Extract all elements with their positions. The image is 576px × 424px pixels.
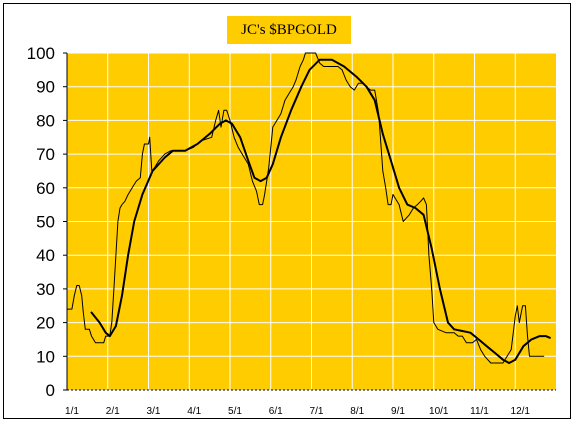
series-layer	[66, 52, 551, 364]
y-tick-label-30: 30	[36, 280, 55, 299]
x-tick-label-6: 7/1	[310, 406, 324, 417]
series-line-thin	[66, 52, 545, 364]
y-tick-label-10: 10	[36, 347, 55, 366]
x-tick-label-5: 6/1	[269, 406, 283, 417]
y-tick-label-60: 60	[36, 179, 55, 198]
x-tick-label-8: 9/1	[391, 406, 405, 417]
y-tick-label-0: 0	[46, 381, 55, 400]
y-tick-label-50: 50	[36, 213, 55, 232]
x-axis-ticks: 1/1 2/1 3/1 4/1 5/1 6/1 7/1 8/1 9/1 10/1 11/1 12/1	[65, 406, 530, 417]
gridlines	[67, 52, 556, 390]
x-tick-label-7: 8/1	[350, 406, 364, 417]
series-line-thick	[90, 58, 551, 364]
y-tick-label-90: 90	[36, 78, 55, 97]
chart-title: JC's $BPGOLD	[227, 16, 351, 44]
x-tick-label-4: 5/1	[228, 406, 242, 417]
x-tick-label-2: 3/1	[147, 406, 161, 417]
y-axis-ticks: 0 10 20 30 40 50 60 70 80 90 100	[27, 44, 67, 400]
y-tick-label-100: 100	[27, 44, 55, 63]
y-tick-label-70: 70	[36, 145, 55, 164]
x-tick-label-11: 12/1	[511, 406, 531, 417]
y-tick-label-20: 20	[36, 314, 55, 333]
y-tick-label-40: 40	[36, 246, 55, 265]
x-tick-label-9: 10/1	[429, 406, 449, 417]
x-tick-label-10: 11/1	[470, 406, 489, 417]
x-tick-label-0: 1/1	[65, 406, 79, 417]
y-tick-label-80: 80	[36, 111, 55, 130]
x-tick-label-1: 2/1	[106, 406, 120, 417]
x-tick-label-3: 4/1	[187, 406, 201, 417]
